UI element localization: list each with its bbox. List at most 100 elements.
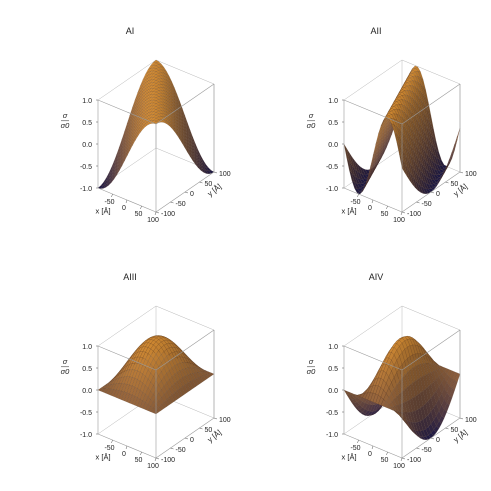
z-axis-label-numerator: σ xyxy=(63,357,68,366)
z-tick-label: 0.0 xyxy=(82,142,92,149)
y-tick xyxy=(184,437,189,440)
box-edge xyxy=(343,305,403,347)
z-axis-label-denominator: σ0 xyxy=(307,367,317,376)
y-tick-label: 0 xyxy=(436,191,440,198)
z-tick-label: 0.0 xyxy=(82,388,92,395)
panel-title: AI xyxy=(126,26,135,36)
x-tick-label: 100 xyxy=(147,463,159,470)
x-tick-label: 0 xyxy=(368,205,372,212)
z-tick-label: -1.0 xyxy=(326,432,338,439)
y-tick xyxy=(416,447,420,450)
x-tick xyxy=(125,445,128,450)
x-tick xyxy=(357,193,359,198)
y-tick-label: -100 xyxy=(161,211,175,218)
x-tick xyxy=(154,457,157,462)
x-axis-label: x [Å] xyxy=(96,452,111,461)
box-edge xyxy=(401,329,461,371)
x-tick-label: 0 xyxy=(122,451,126,458)
x-tick xyxy=(125,199,128,204)
y-tick xyxy=(213,171,218,174)
y-tick-label: 100 xyxy=(465,171,477,178)
x-axis-label: x [Å] xyxy=(342,452,357,461)
surface-plot-aiv: AIV -1.0 -0.5 0.0 0.5 1.0 σ σ0 -50 0 50 100 x [Å] -10… xyxy=(246,246,491,491)
box-edge xyxy=(97,59,157,101)
y-tick xyxy=(459,171,464,174)
y-tick-label: 100 xyxy=(219,417,231,424)
y-tick xyxy=(199,427,203,430)
y-tick xyxy=(445,427,449,430)
y-tick xyxy=(430,191,435,194)
z-axis-label-numerator: σ xyxy=(309,111,314,120)
y-tick-label: 50 xyxy=(205,181,213,188)
x-tick-label: -50 xyxy=(104,199,114,206)
box-edge xyxy=(155,59,215,85)
x-tick-label: -50 xyxy=(350,445,360,452)
x-tick xyxy=(154,211,157,216)
y-tick xyxy=(445,181,449,184)
x-tick-label: 0 xyxy=(122,205,126,212)
x-tick-label: 50 xyxy=(135,211,143,218)
y-tick-label: 0 xyxy=(190,191,194,198)
x-tick-label: 50 xyxy=(381,457,389,464)
box-edge xyxy=(401,305,461,331)
box-front-edges xyxy=(97,329,215,459)
z-tick-label: 1.0 xyxy=(82,344,92,351)
z-axis-label-numerator: σ xyxy=(309,357,314,366)
x-tick-label: -50 xyxy=(104,445,114,452)
y-tick-label: 0 xyxy=(190,437,194,444)
y-tick-label: -100 xyxy=(161,457,175,464)
z-tick-label: 0.0 xyxy=(328,388,338,395)
z-tick-label: -0.5 xyxy=(80,164,92,171)
y-tick-label: -100 xyxy=(407,457,421,464)
surface-plot-svg: AI -1.0 -0.5 0.0 0.5 1.0 σσ0 -50 0 50 100 x [Å] -100… xyxy=(61,26,231,224)
x-tick xyxy=(371,199,374,204)
box-edge xyxy=(97,305,157,347)
box-edge xyxy=(155,329,215,371)
x-tick-label: 0 xyxy=(368,451,372,458)
y-tick-label: -50 xyxy=(422,447,432,454)
z-tick-label: 1.0 xyxy=(328,344,338,351)
box-edge xyxy=(343,345,403,371)
surface-mesh xyxy=(97,335,215,415)
y-tick xyxy=(155,457,160,460)
z-axis-label-numerator: σ xyxy=(63,111,68,120)
box-edge xyxy=(97,99,157,125)
z-tick-label: 0.5 xyxy=(82,366,92,373)
x-tick xyxy=(140,205,142,210)
x-tick xyxy=(140,451,142,456)
x-tick-label: 50 xyxy=(381,211,389,218)
surface-mesh xyxy=(97,59,215,189)
z-tick-label: 0.0 xyxy=(328,142,338,149)
x-axis-label: x [Å] xyxy=(342,206,357,215)
surface-mesh xyxy=(343,65,461,195)
x-tick xyxy=(386,205,388,210)
x-tick-label: 100 xyxy=(147,217,159,224)
y-tick-label: 50 xyxy=(451,181,459,188)
y-tick xyxy=(170,201,174,204)
x-tick xyxy=(400,457,403,462)
panel-title: AII xyxy=(370,26,381,36)
y-tick-label: 0 xyxy=(436,437,440,444)
x-axis-label: x [Å] xyxy=(96,206,111,215)
surface-plot-ai: AI -1.0 -0.5 0.0 0.5 1.0 σ σ0 -50 0 50 100 x [Å] -100… xyxy=(0,0,245,245)
y-tick xyxy=(459,417,464,420)
x-tick xyxy=(400,211,403,216)
box-edge xyxy=(401,59,461,85)
box-edge xyxy=(155,305,215,331)
surface-plot-aii: AII -1.0 -0.5 0.0 0.5 1.0 σ σ0 -50 0 50 100 x [Å] -10… xyxy=(246,0,491,245)
box-edge xyxy=(155,83,215,125)
z-tick-label: -1.0 xyxy=(80,432,92,439)
y-tick-label: 100 xyxy=(219,171,231,178)
y-tick xyxy=(199,181,203,184)
y-tick xyxy=(170,447,174,450)
y-tick xyxy=(430,437,435,440)
z-tick-label: -0.5 xyxy=(80,410,92,417)
y-tick-label: 100 xyxy=(465,417,477,424)
x-tick-label: 100 xyxy=(393,217,405,224)
box-edge xyxy=(97,345,157,371)
y-tick xyxy=(155,211,160,214)
z-axis-label-denominator: σ0 xyxy=(307,121,317,130)
panel-title: AIV xyxy=(369,272,384,282)
x-tick-label: -50 xyxy=(350,199,360,206)
